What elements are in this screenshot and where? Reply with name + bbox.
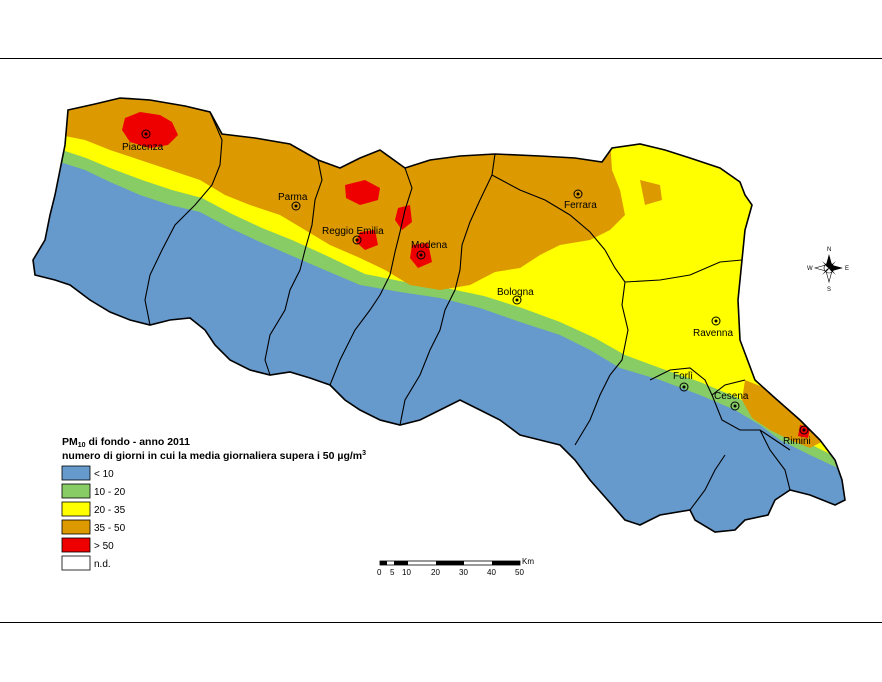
city-label: Ravenna	[693, 328, 733, 339]
city-label: Modena	[411, 240, 448, 251]
band-gt50-piacenza	[122, 112, 178, 148]
legend-label: > 50	[94, 541, 114, 552]
legend-item: < 10	[61, 465, 114, 481]
city-label: Cesena	[714, 391, 749, 402]
legend-swatch	[61, 501, 91, 517]
legend-title: PM10 di fondo - anno 2011	[62, 436, 190, 449]
legend-item: 20 - 35	[61, 501, 126, 517]
legend-label: n.d.	[94, 559, 111, 570]
city-forli[interactable]: Forlì	[673, 371, 693, 392]
city-modena[interactable]: Modena	[411, 240, 448, 260]
legend-item: n.d.	[61, 555, 111, 571]
province-borders	[144, 111, 791, 526]
legend-item: > 50	[61, 537, 114, 553]
compass-rose: N S E W	[807, 247, 849, 293]
legend: PM10 di fondo - anno 2011 numero di gior…	[61, 436, 366, 571]
band-gt50-reggio-north	[345, 180, 380, 205]
city-label: Piacenza	[122, 142, 164, 153]
city-label: Rimini	[783, 436, 811, 447]
city-ravenna[interactable]: Ravenna	[693, 316, 733, 339]
scale-bar: Km 0 5 10 20 30 40 50	[377, 557, 534, 577]
city-ferrara[interactable]: Ferrara	[564, 189, 597, 211]
scale-tick: 20	[431, 568, 440, 577]
city-rimini[interactable]: Rimini	[783, 425, 811, 447]
compass-n: N	[827, 247, 831, 253]
scale-tick: 0	[377, 568, 382, 577]
legend-item: 10 - 20	[61, 483, 126, 499]
scale-tick: 40	[487, 568, 496, 577]
scale-tick: 50	[515, 568, 524, 577]
city-piacenza[interactable]: Piacenza	[122, 129, 164, 153]
compass-s: S	[827, 287, 831, 293]
scale-unit: Km	[522, 557, 534, 566]
legend-label: < 10	[94, 469, 114, 480]
legend-swatch	[61, 519, 91, 535]
compass-w: W	[807, 266, 813, 272]
scale-tick: 10	[402, 568, 411, 577]
legend-subtitle: numero di giorni in cui la media giornal…	[62, 450, 366, 462]
city-parma[interactable]: Parma	[278, 192, 308, 211]
scale-tick: 5	[390, 568, 395, 577]
band-gt50-reggio	[356, 230, 378, 250]
city-label: Parma	[278, 192, 308, 203]
city-label: Forlì	[673, 371, 693, 382]
legend-swatch	[61, 465, 91, 481]
legend-swatch	[61, 537, 91, 553]
city-bologna[interactable]: Bologna	[497, 287, 534, 305]
compass-e: E	[845, 266, 849, 272]
legend-label: 35 - 50	[94, 523, 126, 534]
city-label: Ferrara	[564, 200, 597, 211]
legend-label: 10 - 20	[94, 487, 126, 498]
legend-swatch	[61, 555, 91, 571]
city-markers: Piacenza Parma Reggio Emilia Modena Ferr…	[122, 129, 811, 447]
legend-swatch	[61, 483, 91, 499]
city-label: Bologna	[497, 287, 534, 298]
scale-tick: 30	[459, 568, 468, 577]
legend-label: 20 - 35	[94, 505, 126, 516]
map-frame	[0, 58, 882, 623]
legend-item: 35 - 50	[61, 519, 126, 535]
band-35-50-ferrara-east	[640, 180, 662, 205]
city-reggio-emilia[interactable]: Reggio Emilia	[322, 226, 384, 245]
city-cesena[interactable]: Cesena	[714, 391, 749, 411]
city-label: Reggio Emilia	[322, 226, 384, 237]
